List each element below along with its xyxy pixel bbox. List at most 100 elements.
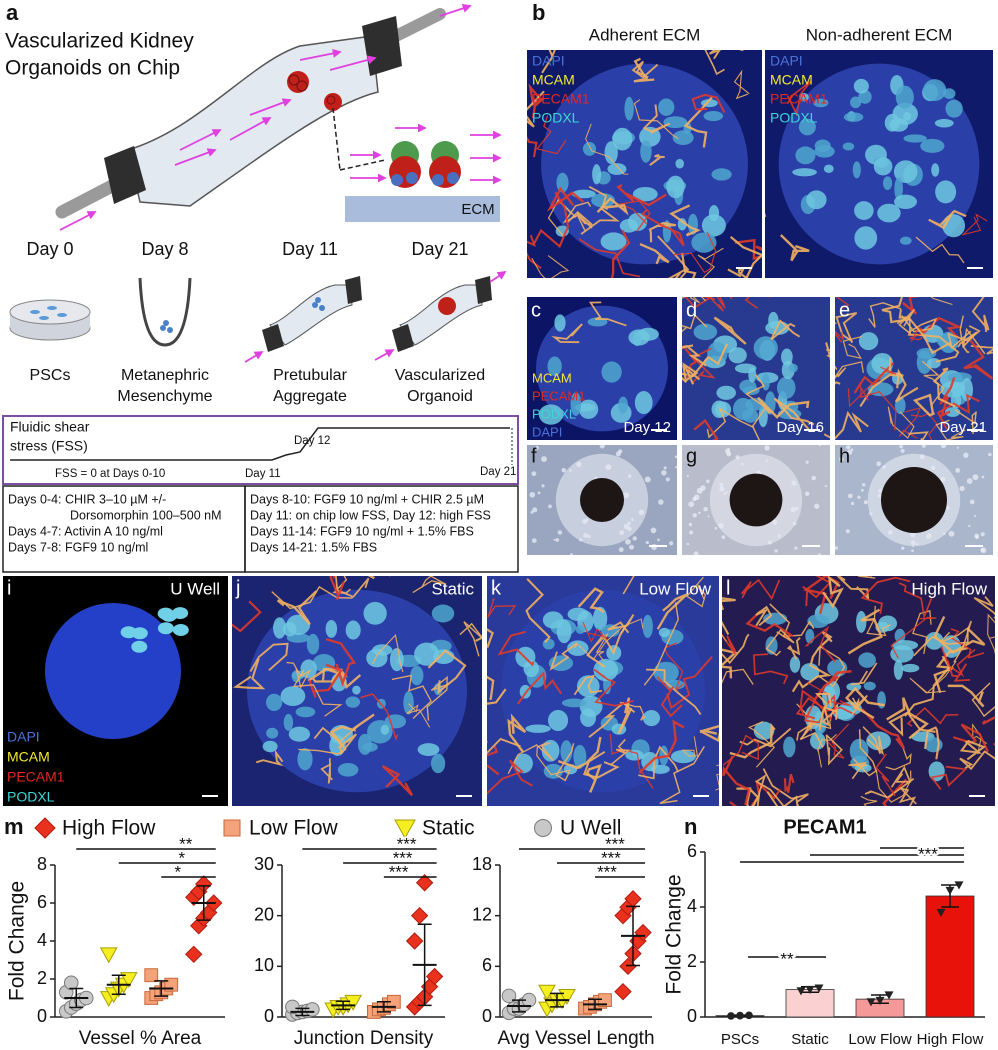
- vessel: [909, 660, 957, 694]
- tubule: [842, 142, 855, 151]
- tubule: [380, 724, 390, 735]
- vessel: [312, 667, 344, 683]
- panel-letter: m: [4, 814, 24, 839]
- tubule: [945, 407, 961, 417]
- y-tick-label: 18: [472, 854, 492, 874]
- vessel: [686, 576, 707, 608]
- cell: [644, 476, 651, 483]
- micrograph: [722, 576, 995, 806]
- vessel: [487, 745, 500, 776]
- tubule: [312, 654, 336, 672]
- significance-label: ***: [605, 834, 625, 853]
- stage-label: PSCs: [30, 367, 71, 384]
- vessel: [921, 360, 945, 406]
- tubule: [783, 736, 796, 758]
- vessel: [664, 642, 684, 692]
- vessel: [528, 83, 545, 119]
- vessel: [940, 646, 976, 678]
- tubule: [776, 376, 796, 399]
- tubule: [850, 96, 862, 109]
- cell: [541, 456, 547, 462]
- vessel: [936, 393, 980, 430]
- vessel: [673, 231, 717, 274]
- vessel: [682, 297, 707, 304]
- tubule: [854, 201, 874, 220]
- vessel: [773, 397, 815, 430]
- cell: [531, 538, 537, 543]
- vessel: [516, 671, 563, 705]
- cell: [618, 449, 623, 454]
- vessel: [573, 674, 603, 696]
- vessel: [638, 719, 685, 774]
- chart-title: PECAM1: [783, 816, 866, 838]
- vessel: [959, 315, 986, 355]
- legend-label: U Well: [560, 817, 621, 840]
- stage-label: Pretubular: [273, 367, 347, 384]
- cell: [969, 499, 975, 505]
- vessel: [882, 778, 908, 806]
- cell: [561, 467, 567, 473]
- vessel: [596, 196, 629, 216]
- vessel: [959, 739, 986, 761]
- cell: [706, 479, 710, 484]
- stain-label: DAPI: [7, 729, 40, 745]
- tubule: [640, 140, 652, 163]
- vessel: [783, 773, 795, 793]
- vessel: [507, 713, 527, 753]
- protocol-line: Days 7-8: FGF9 10 ng/ml: [8, 540, 148, 554]
- fss-title: stress (FSS): [10, 438, 88, 454]
- vessel: [332, 576, 351, 594]
- cell: [811, 475, 817, 481]
- cell: [974, 514, 977, 518]
- tubule: [592, 606, 608, 631]
- vessel: [487, 628, 494, 648]
- tubule: [306, 633, 320, 655]
- legend-marker: [534, 819, 553, 837]
- vessel: [682, 361, 701, 385]
- vessel: [850, 662, 878, 686]
- vessel: [566, 210, 593, 229]
- cell: [863, 500, 868, 505]
- tubule: [920, 138, 945, 153]
- panel-letter: b: [532, 0, 545, 25]
- vessel: [847, 366, 897, 408]
- y-tick-label: 6: [482, 955, 492, 975]
- vessel: [729, 723, 776, 759]
- vessel: [536, 742, 571, 776]
- panel-letter: c: [531, 299, 541, 321]
- stain-label: MCAM: [532, 72, 575, 88]
- cell: [665, 477, 670, 482]
- stain-label: PECAM1: [770, 91, 828, 107]
- cell: [530, 510, 534, 514]
- ecm-label: ECM: [461, 201, 494, 218]
- vessel: [549, 642, 578, 671]
- cell: [629, 544, 634, 550]
- data-point: [945, 886, 955, 895]
- tubule: [894, 177, 903, 201]
- tubule: [666, 175, 685, 199]
- data-point: [501, 988, 517, 1004]
- tubule: [417, 743, 440, 756]
- tubule: [799, 93, 809, 102]
- micrograph: [487, 576, 719, 806]
- data-point: [344, 994, 362, 1011]
- tubule: [172, 607, 189, 620]
- cell: [657, 538, 660, 542]
- tubule: [642, 710, 661, 727]
- cell: [531, 471, 537, 477]
- vessel: [427, 649, 467, 695]
- tubule: [873, 157, 893, 176]
- vessel: [739, 727, 792, 748]
- vessel: [825, 734, 843, 766]
- vessel: [861, 708, 906, 750]
- tubule: [573, 744, 587, 769]
- x-axis-label: Junction Density: [294, 1028, 434, 1049]
- vessel: [898, 582, 933, 620]
- panel-letter: j: [235, 577, 240, 599]
- cell: [707, 515, 710, 518]
- tubule: [798, 118, 816, 136]
- tubule: [634, 390, 653, 415]
- cell: [900, 448, 905, 454]
- tubule: [625, 749, 644, 761]
